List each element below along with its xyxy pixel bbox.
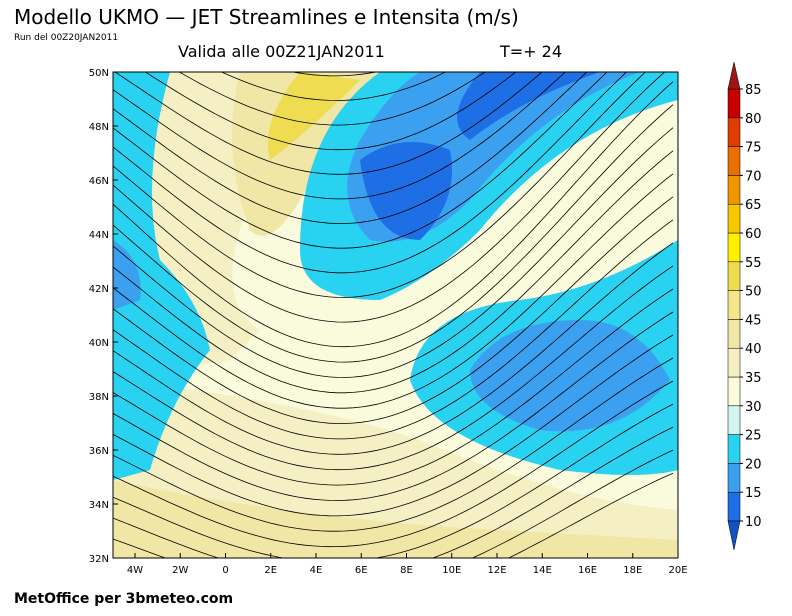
lon-label: 12E <box>487 565 506 576</box>
colorbar-label: 50 <box>745 285 762 300</box>
lon-label: 2W <box>172 565 188 576</box>
colorbar-segment <box>727 146 741 176</box>
colorbar-label: 85 <box>745 83 762 98</box>
lon-label: 10E <box>442 565 461 576</box>
lat-label: 50N <box>89 68 109 79</box>
colorbar-label: 20 <box>745 457 762 472</box>
lat-label: 46N <box>89 176 109 187</box>
colorbar-segment <box>727 261 741 291</box>
streamline <box>113 173 674 409</box>
colorbar-label: 40 <box>745 342 762 357</box>
lat-label: 40N <box>89 338 109 349</box>
colorbar-label: 35 <box>745 371 762 386</box>
colorbar-segment <box>727 290 741 320</box>
run: Run del 00Z20JAN2011 <box>14 33 118 43</box>
streamline <box>113 219 674 440</box>
colorbar-arrow-top <box>727 61 741 90</box>
streamline <box>113 334 674 517</box>
colorbar-segment <box>727 319 741 349</box>
title: Modello UKMO — JET Streamlines e Intensi… <box>14 5 519 29</box>
streamline <box>113 72 588 224</box>
colorbar-segment <box>727 175 741 205</box>
colorbar-label: 70 <box>745 169 762 184</box>
colorbar-segment <box>727 405 741 435</box>
colorbar-label: 25 <box>745 429 762 444</box>
streamline <box>113 127 674 378</box>
lat-label: 32N <box>89 554 109 565</box>
lat-label: 38N <box>89 392 109 403</box>
lat-label: 48N <box>89 122 109 133</box>
streamline <box>113 265 674 471</box>
lat-label: 42N <box>89 284 109 295</box>
streamline <box>113 0 673 2</box>
streamline <box>113 288 674 486</box>
colorbar-segment <box>727 491 741 522</box>
colorbar-label: 80 <box>745 112 762 127</box>
streamline <box>113 81 674 348</box>
lon-label: 0 <box>222 565 228 576</box>
streamline <box>113 357 674 532</box>
lon-label: 20E <box>668 565 687 576</box>
lon-label: 4W <box>127 565 143 576</box>
streamline <box>113 403 674 558</box>
streamline <box>144 72 517 151</box>
step: T=+ 24 <box>499 42 562 61</box>
colorbar-segment <box>727 232 741 263</box>
colorbar-segment <box>727 463 741 493</box>
lon-label: 6E <box>355 565 368 576</box>
colorbar-label: 45 <box>745 313 762 328</box>
colorbar-segment <box>727 117 741 147</box>
lon-label: 14E <box>533 565 552 576</box>
lat-label: 36N <box>89 446 109 457</box>
lon-label: 4E <box>310 565 323 576</box>
streamline <box>113 311 674 501</box>
colorbar-label: 15 <box>745 486 762 501</box>
footer: MetOffice per 3bmeteo.com <box>14 591 233 607</box>
colorbar-segment <box>727 376 741 407</box>
streamline <box>220 72 447 101</box>
streamline <box>178 72 486 126</box>
streamline <box>113 72 666 323</box>
lon-label: 8E <box>400 565 413 576</box>
streamline <box>113 150 674 394</box>
streamline <box>113 72 647 298</box>
lat-label: 34N <box>89 500 109 511</box>
streamline <box>113 426 674 558</box>
streamline <box>113 449 674 558</box>
colorbar-label: 55 <box>745 256 762 271</box>
lat-label: 44N <box>89 230 109 241</box>
map <box>113 0 678 558</box>
streamline <box>113 242 674 455</box>
streamline <box>114 72 543 175</box>
colorbar-segment <box>727 88 741 119</box>
colorbar-segment <box>727 434 741 464</box>
colorbar-segment <box>727 203 741 234</box>
streamline <box>113 104 674 363</box>
streamline <box>113 72 627 274</box>
streamline <box>113 196 674 424</box>
colorbar-label: 60 <box>745 227 762 242</box>
colorbar-label: 10 <box>745 515 762 530</box>
streamline <box>507 472 674 558</box>
streamline <box>113 380 674 548</box>
lon-label: 18E <box>623 565 642 576</box>
colorbar-label: 75 <box>745 141 762 156</box>
colorbar-label: 30 <box>745 400 762 415</box>
valid: Valida alle 00Z21JAN2011 <box>178 42 385 61</box>
colorbar-label: 65 <box>745 198 762 213</box>
lon-label: 2E <box>264 565 277 576</box>
streamline <box>113 72 608 249</box>
lon-label: 16E <box>578 565 597 576</box>
colorbar-arrow-bottom <box>727 520 741 551</box>
colorbar-segment <box>727 347 741 378</box>
map-frame <box>112 71 679 559</box>
streamline <box>113 72 566 200</box>
